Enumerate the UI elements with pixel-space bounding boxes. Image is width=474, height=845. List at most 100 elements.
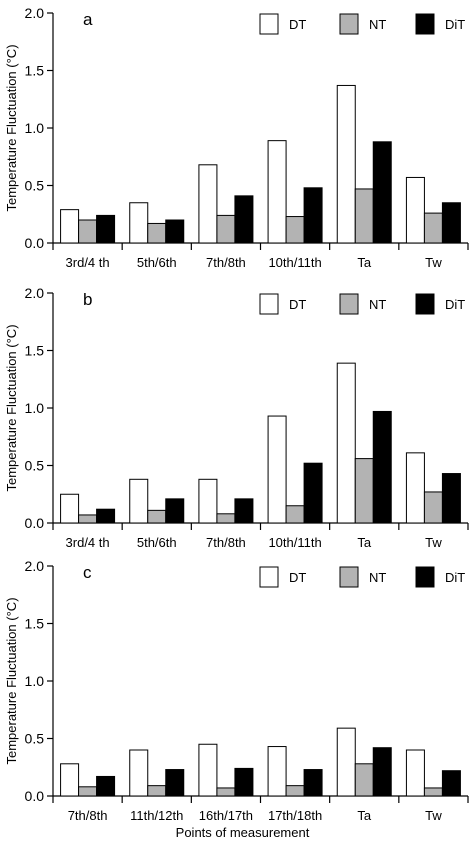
panel-a-bar-nt [216,214,236,244]
panel-c-category-label: 17th/18th [268,808,322,823]
panel-b-category-label: 5th/6th [137,535,177,550]
panel-a-category-label: 3rd/4 th [66,255,110,270]
panel-c-bar-dit [441,770,461,797]
panel-b-y-tick-label: 1.0 [25,400,45,416]
panel-a-y-tick-label: 0.5 [25,178,45,194]
panel-a-legend-label: DT [289,17,306,32]
panel-c-bar-dit [165,769,185,797]
panel-b-bar-nt [216,513,236,524]
panel-a-bar-nt [354,188,374,244]
panel-b-y-tick-label: 0.0 [25,515,45,531]
panel-c-legend-swatch-dit [415,566,435,588]
panel-b-bar-nt [423,491,443,524]
panel-c-y-tick-label: 1.0 [25,673,45,689]
panel-a-category-label: 5th/6th [137,255,177,270]
panel-c-y-tick-label: 2.0 [25,558,45,574]
x-axis-label: Points of measurement [176,825,310,840]
panel-b-y-tick-label: 0.5 [25,458,45,474]
panel-a-bar-nt [78,219,98,244]
panel-b-bar-dt [405,452,425,524]
panel-a-bar-dit [372,141,392,244]
panel-a-letter: a [83,10,93,29]
panel-a-bar-dt [60,209,80,244]
panel-b-bar-dt [129,478,149,524]
panel-b-legend-label: DT [289,297,306,312]
panel-a-bar-nt [285,216,305,244]
panel-b-legend-label: NT [369,297,386,312]
panel-c-bar-dt [60,763,80,797]
panel-b-letter: b [83,290,92,309]
panel-b-bar-nt [285,505,305,524]
panel-a-bar-dt [267,140,287,244]
panel-c-y-tick-label: 0.0 [25,788,45,804]
panel-b-category-label: Ta [357,535,372,550]
panel-a-bar-nt [147,222,167,244]
panel-b-bar-dt [336,362,356,524]
panel-b-bar-dit [303,462,323,524]
panel-a-bar-dit [96,214,116,244]
panel-c-bar-dt [405,749,425,797]
panel-c-legend-label: DT [289,570,306,585]
panel-b-y-tick-label: 1.5 [25,343,45,359]
panel-a-bar-dt [198,164,218,244]
panel-b-bar-nt [147,509,167,524]
panel-c-legend-label: DiT [445,570,465,585]
panel-a-bar-dt [405,176,425,244]
panel-c-bar-nt [78,786,98,797]
panel-a-legend-swatch-nt [339,13,359,35]
panel-b-bar-dit [441,473,461,524]
panel-a-bar-dit [441,202,461,244]
panel-b-bar-dit [96,508,116,524]
panel-b-bar-nt [354,458,374,524]
panel-c-category-label: Ta [357,808,372,823]
panel-b-category-label: 7th/8th [206,535,246,550]
panel-c-bar-dt [336,727,356,797]
panel-c-bar-dt [129,749,149,797]
panel-a-bar-dit [234,195,254,244]
panel-a-bar-nt [423,212,443,244]
panel-b-y-tick-label: 2.0 [25,285,45,301]
panel-b-y-axis-label: Temperature Fluctuation (°C) [4,324,19,491]
panel-a-category-label: Tw [425,255,442,270]
panel-c-bar-dit [372,747,392,797]
panel-b-legend-swatch-nt [339,293,359,315]
panel-c-legend-swatch-nt [339,566,359,588]
panel-a-y-tick-label: 1.5 [25,63,45,79]
panel-a-y-axis-label: Temperature Fluctuation (°C) [4,44,19,211]
panel-a-y-tick-label: 1.0 [25,120,45,136]
panel-c-bar-dt [198,743,218,797]
panel-a-category-label: Ta [357,255,372,270]
panel-b-bar-dt [198,478,218,524]
panel-c-y-tick-label: 0.5 [25,731,45,747]
panel-c-letter: c [83,563,92,582]
panel-c-legend-swatch-dt [259,566,279,588]
panel-c-category-label: 7th/8th [68,808,108,823]
panel-c-category-label: 16th/17th [199,808,253,823]
panel-a-legend-label: NT [369,17,386,32]
panel-b-bar-dit [372,410,392,524]
panel-a-y-tick-label: 0.0 [25,235,45,251]
panel-b-category-label: 3rd/4 th [66,535,110,550]
panel-c-bar-dit [96,775,116,797]
panel-c-bar-nt [285,785,305,797]
panel-b-category-label: 10th/11th [268,535,321,550]
panel-c-bar-nt [216,787,236,797]
panel-c-legend-label: NT [369,570,386,585]
panel-b-bar-nt [78,514,98,524]
panel-c-y-tick-label: 1.5 [25,616,45,632]
panel-a-bar-dt [336,84,356,244]
panel-a-bar-dit [303,187,323,244]
panel-c-bar-nt [147,785,167,797]
panel-b-legend-swatch-dit [415,293,435,315]
panel-a-y-tick-label: 2.0 [25,5,45,21]
panel-c-bar-dit [234,767,254,797]
panel-b-bar-dt [267,415,287,524]
panel-b-bar-dt [60,493,80,524]
panel-b-bar-dit [234,498,254,524]
panel-a-category-label: 7th/8th [206,255,246,270]
panel-c-bar-dit [303,769,323,797]
panel-c-category-label: 11th/12th [130,808,183,823]
panel-c-bar-nt [423,787,443,797]
panel-a-legend-label: DiT [445,17,465,32]
